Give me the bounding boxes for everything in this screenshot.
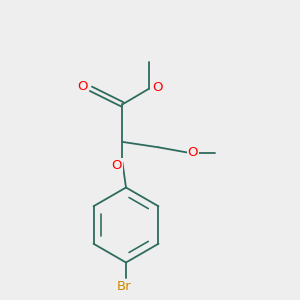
Text: O: O <box>188 146 198 159</box>
Text: O: O <box>152 81 163 94</box>
Text: O: O <box>112 159 122 172</box>
Text: Br: Br <box>117 280 132 293</box>
Text: O: O <box>77 80 88 93</box>
